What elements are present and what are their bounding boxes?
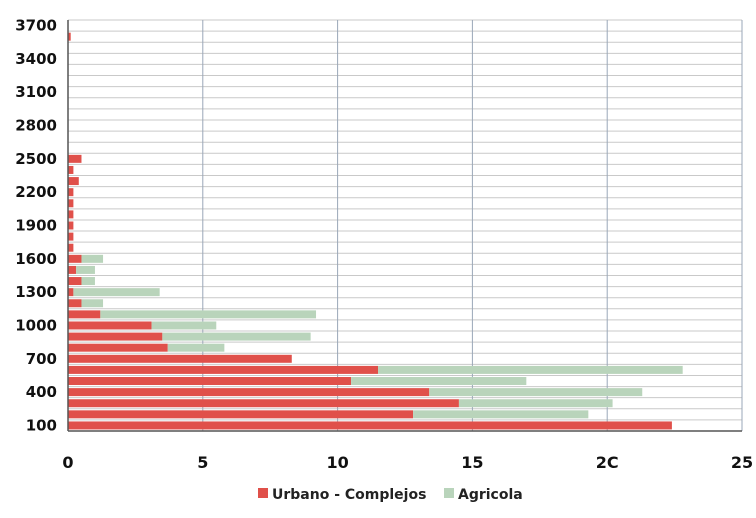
legend-label: Urbano - Complejos bbox=[272, 487, 426, 503]
x-tick-label: 5 bbox=[197, 453, 208, 472]
y-axis-tick-labels: 100 400 700 1000 1300 1600 1900 2200 2500 2800 310… bbox=[15, 17, 57, 435]
x-tick-label: 25 bbox=[731, 453, 753, 472]
bar-urbano-complejos-500 bbox=[68, 377, 352, 386]
bar-urbano-complejos-800 bbox=[68, 343, 168, 352]
bar-urbano-complejos-1400 bbox=[68, 277, 82, 286]
bar-urbano-complejos-1000 bbox=[68, 321, 152, 330]
bar-agricola-1300 bbox=[73, 288, 160, 297]
bar-urbano-complejos-1300 bbox=[68, 288, 74, 297]
bar-urbano-complejos-2100 bbox=[68, 199, 74, 208]
bar-urbano-complejos-900 bbox=[68, 332, 163, 341]
bar-agricola-200 bbox=[413, 410, 589, 419]
y-tick-label: 3100 bbox=[15, 83, 57, 101]
y-tick-label: 1600 bbox=[15, 250, 57, 268]
bar-agricola-600 bbox=[378, 365, 683, 374]
bar-agricola-400 bbox=[429, 388, 643, 397]
bar-urbano-complejos-1900 bbox=[68, 221, 74, 230]
bar-urbano-complejos-1500 bbox=[68, 265, 77, 274]
bar-urbano-complejos-100 bbox=[68, 421, 672, 430]
legend: Urbano - Complejos Agricola bbox=[258, 487, 523, 503]
x-tick-label: 0 bbox=[62, 453, 73, 472]
y-tick-label: 100 bbox=[26, 416, 57, 434]
bar-agricola-1400 bbox=[81, 277, 95, 286]
bar-agricola-500 bbox=[351, 377, 527, 386]
bar-agricola-1200 bbox=[81, 299, 104, 308]
bar-urbano-complejos-1200 bbox=[68, 299, 82, 308]
y-tick-label: 2800 bbox=[15, 117, 57, 135]
bar-agricola-1500 bbox=[76, 265, 95, 274]
bar-urbano-complejos-2500 bbox=[68, 154, 82, 163]
x-tick-label: 10 bbox=[326, 453, 348, 472]
bar-urbano-complejos-1600 bbox=[68, 254, 82, 263]
bar-urbano-complejos-1700 bbox=[68, 243, 74, 252]
y-tick-label: 2500 bbox=[15, 150, 57, 168]
bar-urbano-complejos-1100 bbox=[68, 310, 101, 319]
bar-urbano-complejos-1800 bbox=[68, 232, 74, 241]
y-tick-label: 1300 bbox=[15, 283, 57, 301]
bar-agricola-300 bbox=[458, 399, 613, 408]
x-tick-label: 15 bbox=[461, 453, 483, 472]
legend-swatch bbox=[258, 488, 268, 498]
x-tick-label: 2C bbox=[596, 453, 619, 472]
y-tick-label: 1000 bbox=[15, 316, 57, 334]
y-tick-label: 3400 bbox=[15, 50, 57, 68]
legend-swatch bbox=[444, 488, 454, 498]
bar-urbano-complejos-2200 bbox=[68, 188, 74, 197]
bar-urbano-complejos-2300 bbox=[68, 177, 79, 186]
bar-agricola-1000 bbox=[151, 321, 217, 330]
y-tick-label: 1900 bbox=[15, 217, 57, 235]
bar-urbano-complejos-700 bbox=[68, 354, 292, 363]
bars bbox=[68, 32, 683, 430]
y-tick-label: 700 bbox=[26, 350, 57, 368]
y-tick-label: 2200 bbox=[15, 183, 57, 201]
y-tick-label: 3700 bbox=[15, 17, 57, 35]
bar-urbano-complejos-2000 bbox=[68, 210, 74, 219]
bar-agricola-1100 bbox=[100, 310, 317, 319]
y-tick-label: 400 bbox=[26, 383, 57, 401]
legend-label: Agricola bbox=[458, 487, 523, 503]
bar-urbano-complejos-300 bbox=[68, 399, 459, 408]
bar-urbano-complejos-600 bbox=[68, 365, 379, 374]
bar-urbano-complejos-3600 bbox=[68, 32, 71, 41]
x-axis-tick-labels: 0 5 10 15 2C 25 bbox=[62, 453, 753, 472]
axes bbox=[67, 20, 742, 432]
bar-agricola-800 bbox=[167, 343, 225, 352]
bar-urbano-complejos-2400 bbox=[68, 165, 74, 174]
bar-agricola-900 bbox=[162, 332, 311, 341]
bar-urbano-complejos-200 bbox=[68, 410, 414, 419]
bar-urbano-complejos-400 bbox=[68, 388, 430, 397]
bar-agricola-1600 bbox=[81, 254, 104, 263]
